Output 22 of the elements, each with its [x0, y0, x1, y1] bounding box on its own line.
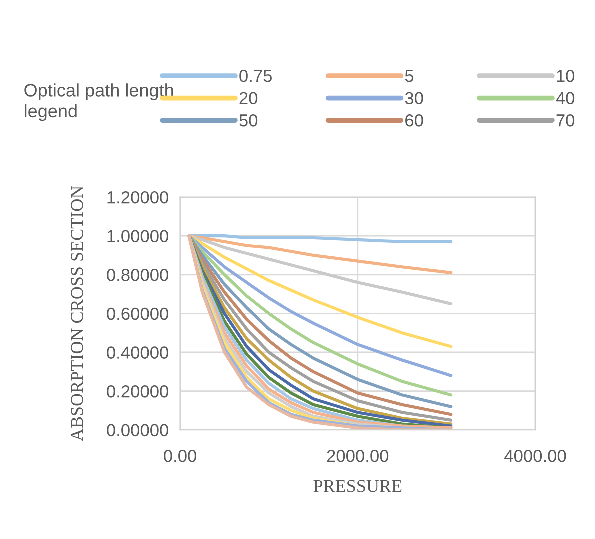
- legend-label: 40: [556, 92, 575, 105]
- y-tick-label: 0.20000: [107, 385, 168, 398]
- legend-label: 10: [557, 70, 575, 82]
- x-axis-title: PRESSURE: [314, 480, 402, 492]
- y-tick-label: 0.80000: [107, 269, 168, 282]
- y-axis-title: ABSORPTION CROSS SECTION: [71, 186, 84, 442]
- y-tick-label: 1.20000: [108, 191, 168, 204]
- legend-label: 70: [556, 114, 575, 127]
- y-tick-label: 1.00000: [108, 230, 168, 243]
- x-tick-label: 0.00: [164, 450, 196, 462]
- legend-label: 20: [240, 92, 258, 105]
- legend-label: 30: [405, 92, 424, 105]
- y-tick-label: 0.40000: [107, 346, 168, 359]
- y-tick-label: 0.00000: [107, 424, 168, 437]
- y-tick-label: 0.60000: [107, 308, 168, 320]
- x-tick-label: 4000.00: [504, 450, 566, 462]
- legend-title: Optical path length legend: [24, 84, 174, 122]
- x-tick-label: 2000.00: [327, 450, 389, 462]
- legend-label: 60: [406, 114, 424, 127]
- legend-label: 5: [405, 70, 414, 82]
- legend-label: 0.75: [240, 70, 272, 82]
- legend-label: 50: [240, 114, 258, 127]
